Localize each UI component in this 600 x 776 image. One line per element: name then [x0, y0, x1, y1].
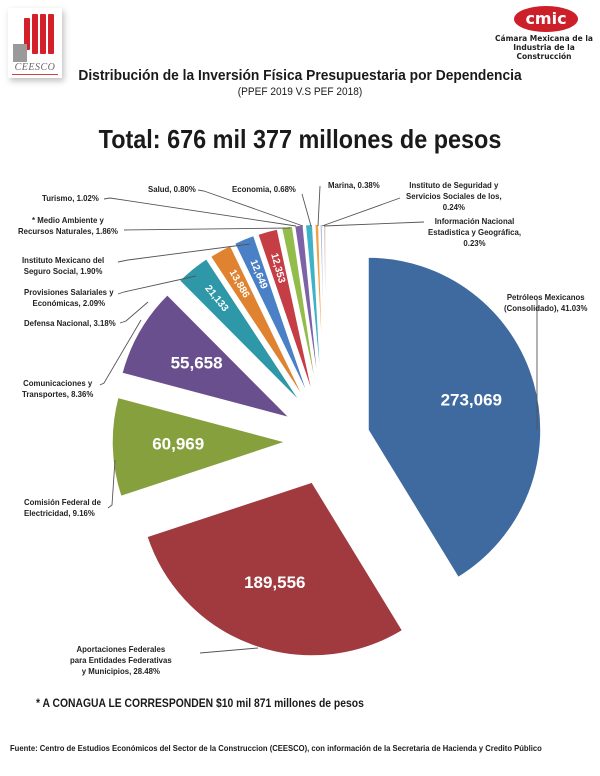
source-note: Fuente: Centro de Estudios Económicos de…: [10, 743, 542, 753]
pie-slice-defensa: [178, 257, 303, 405]
pie-slice-sct: [120, 293, 293, 420]
chart-subtitle: (PPEF 2019 V.S PEF 2018): [237, 86, 363, 98]
value-label-cfe: 60,969: [152, 435, 204, 454]
leader-turismo: [103, 197, 297, 227]
label-defensa: Defensa Nacional, 3.18%: [24, 318, 116, 328]
label-marina: Marina, 0.38%: [328, 180, 380, 190]
cmic-logo: cmic: [514, 6, 578, 32]
pie-slice-aportaciones: [145, 481, 404, 657]
label-aportaciones: Aportaciones Federales para Entidades Fed…: [70, 644, 172, 676]
leader-defensa: [119, 301, 149, 324]
pie-slice-marina: [313, 223, 325, 399]
leader-aportaciones: [199, 647, 259, 654]
label-sct: Comunicaciones y Transportes, 8.36%: [22, 378, 94, 399]
ceesco-logo: CEESCO: [8, 8, 62, 78]
value-label-aportaciones: 189,556: [244, 573, 305, 592]
pie-slice-cfe: [111, 396, 289, 498]
value-label-sct: 55,658: [171, 353, 223, 372]
pie-slice-issste: [319, 223, 326, 399]
pie-slice-imss: [233, 234, 311, 401]
leader-inegi: [323, 221, 425, 227]
label-imss: Instituto Mexicano del Seguro Social, 1.9…: [22, 255, 105, 276]
value-label-pemex: 273,069: [441, 390, 502, 409]
leader-marina: [317, 185, 321, 227]
pie-slice-semarnat: [256, 228, 315, 400]
leader-issste: [321, 197, 401, 227]
leader-provisiones: [117, 275, 197, 295]
label-salud: Salud, 0.80%: [148, 184, 196, 194]
cmic-sub-line-1: Cámara Mexicana de la: [495, 34, 593, 43]
pie-slice-provisiones: [209, 244, 307, 403]
label-provisiones: Provisiones Salariales y Económicas, 2.09…: [24, 287, 114, 308]
label-semarnat: * Medio Ambiente y Recursos Naturales, 1.…: [18, 215, 118, 236]
total-heading: Total: 676 mil 377 millones de pesos: [98, 124, 502, 154]
conagua-footnote: * A CONAGUA LE CORRESPONDEN $10 mil 871 …: [36, 698, 364, 710]
label-inegi: Información Nacional Estadistica y Geográ…: [428, 216, 522, 248]
cmic-logo-subtitle: Cámara Mexicana de la Industria de la Co…: [492, 34, 596, 61]
leader-imss: [117, 243, 251, 263]
pie-slice-pemex: [367, 256, 542, 579]
leader-economia: [301, 193, 312, 227]
leader-salud: [197, 189, 304, 227]
chart-title: Distribución de la Inversión Física Pres…: [78, 67, 522, 84]
leader-cfe: [107, 459, 116, 509]
pie-slice-economia: [304, 223, 323, 399]
cmic-sub-line-2: Industria de la Construcción: [513, 43, 575, 61]
ceesco-logo-text: CEESCO: [14, 62, 56, 73]
label-pemex: Petróleos Mexicanos (Consolidado), 41.03%: [504, 292, 588, 313]
leader-sct: [99, 319, 142, 386]
label-turismo: Turismo, 1.02%: [42, 193, 99, 203]
pie-slice-inegi: [322, 223, 327, 399]
label-cfe: Comisión Federal de Electricidad, 9.16%: [24, 497, 101, 518]
label-issste: Instituto de Seguridad y Servicios Social…: [406, 180, 502, 212]
leader-semarnat: [123, 227, 291, 231]
label-economia: Economia, 0.68%: [232, 184, 296, 194]
